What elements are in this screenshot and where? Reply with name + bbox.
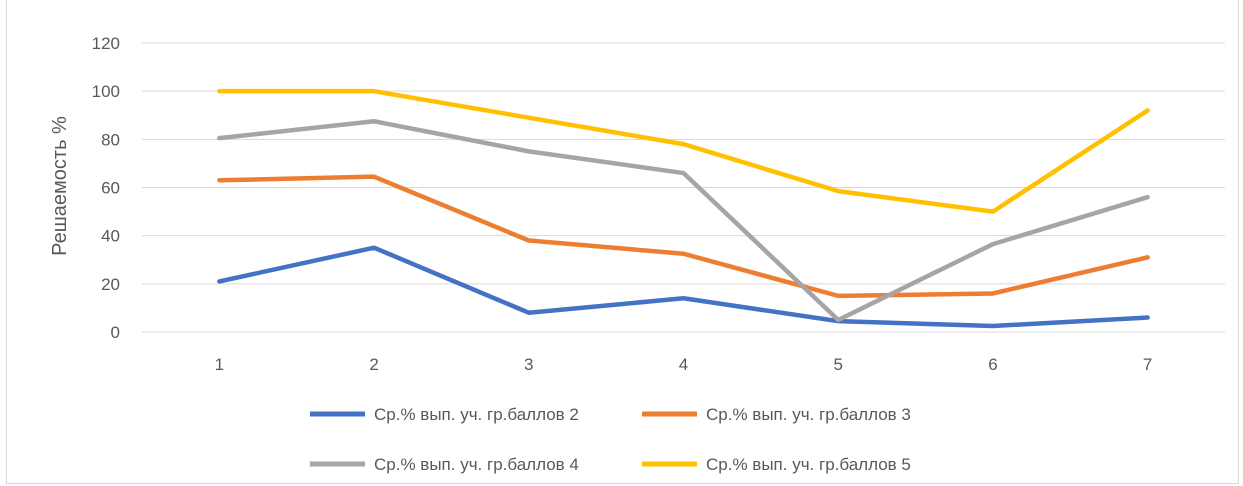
legend-label-3[interactable]: Ср.% вып. уч. гр.баллов 4	[374, 455, 579, 474]
y-tick-label: 40	[101, 227, 120, 246]
x-tick-label: 6	[988, 355, 997, 374]
y-tick-label: 80	[101, 130, 120, 149]
y-tick-label: 20	[101, 275, 120, 294]
x-tick-label: 2	[369, 355, 378, 374]
y-axis-title: Решаемость %	[49, 116, 71, 256]
series-line-4	[217, 88, 1150, 214]
x-tick-label: 7	[1143, 355, 1152, 374]
x-axis-ticks: 1 2 3 4 5 6 7	[215, 355, 1153, 374]
y-tick-label: 100	[92, 82, 120, 101]
legend-label-2[interactable]: Ср.% вып. уч. гр.баллов 3	[706, 405, 911, 424]
y-axis-ticks: 0 20 40 60 80 100 120	[92, 34, 120, 342]
series-lines	[217, 88, 1150, 329]
series-line-2	[217, 174, 1150, 299]
x-tick-label: 4	[679, 355, 688, 374]
x-tick-label: 3	[524, 355, 533, 374]
y-tick-label: 120	[92, 34, 120, 53]
legend-label-4[interactable]: Ср.% вып. уч. гр.баллов 5	[706, 455, 911, 474]
legend[interactable]: Ср.% вып. уч. гр.баллов 2 Ср.% вып. уч. г…	[310, 405, 911, 474]
series-line-3	[217, 119, 1150, 323]
y-tick-label: 60	[101, 179, 120, 198]
gridlines	[142, 42, 1225, 333]
series-line-1	[217, 245, 1150, 329]
x-tick-label: 5	[833, 355, 842, 374]
chart-frame	[6, 0, 1239, 484]
legend-label-1[interactable]: Ср.% вып. уч. гр.баллов 2	[374, 405, 579, 424]
x-tick-label: 1	[215, 355, 224, 374]
y-tick-label: 0	[111, 323, 120, 342]
